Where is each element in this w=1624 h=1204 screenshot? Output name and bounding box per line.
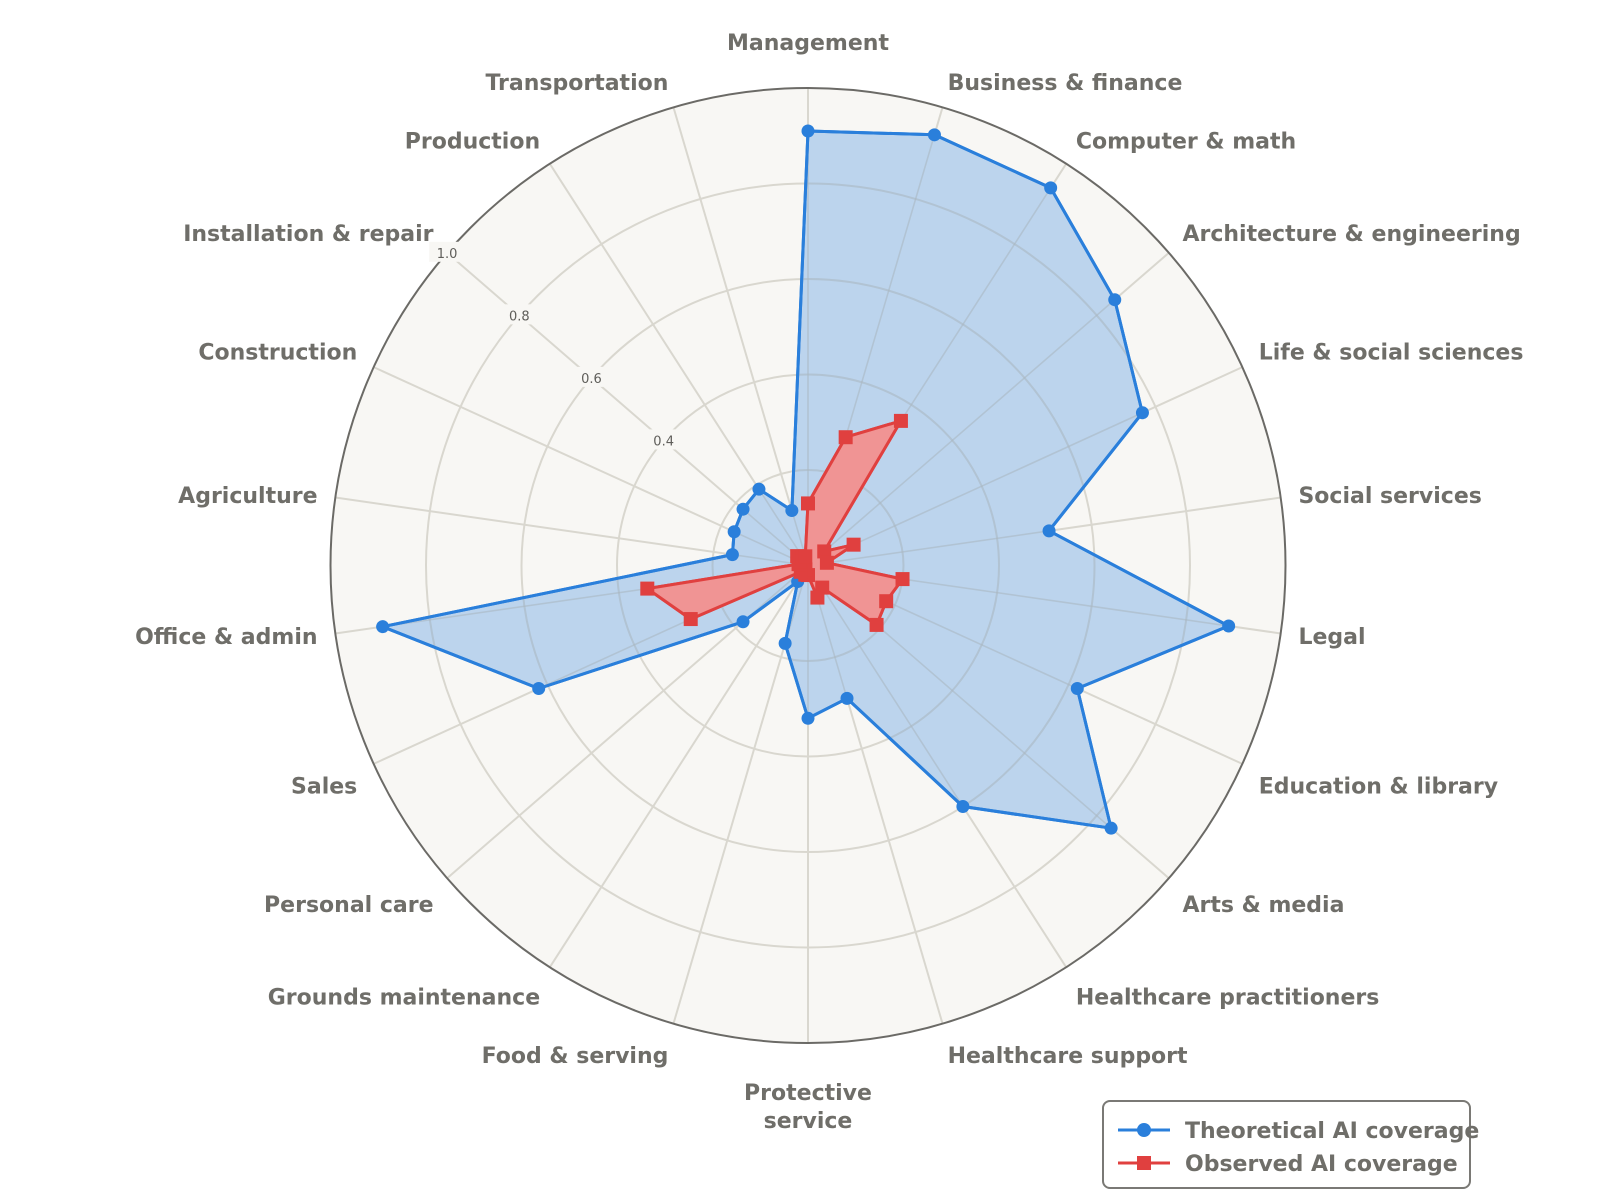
grid-spoke-overlay [807, 252, 1170, 567]
data-point-theoretical[interactable] [785, 504, 799, 518]
category-label: Arts & media [1182, 893, 1344, 918]
data-point-observed[interactable] [838, 430, 853, 445]
legend: Theoretical AI coverage Observed AI cove… [1102, 1100, 1479, 1189]
legend-label-theoretical: Theoretical AI coverage [1185, 1119, 1479, 1144]
legend-square-marker-icon [1137, 1156, 1151, 1170]
category-label: Social services [1298, 484, 1481, 509]
outer-ring [329, 87, 1287, 1044]
data-point-observed[interactable] [683, 612, 698, 627]
legend-circle-marker-icon [1137, 1123, 1151, 1137]
data-point-observed[interactable] [846, 537, 861, 552]
legend-box [1102, 1100, 1471, 1189]
grid-ring-overlay [711, 469, 905, 662]
data-point-theoretical[interactable] [778, 636, 792, 650]
data-point-theoretical[interactable] [376, 620, 390, 634]
data-point-theoretical[interactable] [956, 800, 970, 814]
data-point-observed[interactable] [810, 590, 825, 605]
category-label: Architecture & engineering [1182, 222, 1520, 247]
category-labels: Management Business & finance Computer & m… [135, 31, 1523, 1134]
category-label: Construction [198, 341, 357, 366]
data-point-observed[interactable] [893, 413, 908, 428]
radial-tick-label: 0.4 [653, 434, 674, 449]
data-point-theoretical[interactable] [727, 525, 741, 539]
data-point-theoretical[interactable] [840, 691, 854, 705]
tick-label-bg [429, 241, 466, 262]
radial-tick-label: 0.6 [581, 372, 602, 387]
tick-label-bg [573, 366, 610, 387]
data-point-theoretical[interactable] [736, 615, 750, 629]
category-label: Protective [744, 1081, 872, 1106]
series-fill-0 [382, 131, 1229, 829]
legend-label-observed: Observed AI coverage [1185, 1152, 1458, 1177]
category-label: Grounds maintenance [268, 985, 540, 1010]
category-label: Production [405, 130, 540, 155]
category-label: Computer & math [1076, 130, 1296, 155]
data-point-theoretical[interactable] [927, 128, 941, 142]
data-point-observed[interactable] [640, 581, 655, 596]
data-point-theoretical[interactable] [1222, 619, 1236, 633]
data-point-observed[interactable] [895, 572, 910, 587]
data-point-theoretical[interactable] [1104, 821, 1118, 835]
data-point-theoretical[interactable] [736, 502, 750, 516]
category-label: Installation & repair [183, 222, 433, 247]
category-label: Transportation [485, 71, 668, 96]
category-label: Agriculture [178, 484, 317, 509]
observed-fill-top [647, 420, 903, 625]
grid-spoke [672, 107, 809, 566]
legend-item-theoretical[interactable]: Theoretical AI coverage [1118, 1119, 1479, 1144]
category-label: service [764, 1109, 853, 1134]
radial-tick-label: 0.8 [509, 309, 530, 324]
grid-spoke-overlay [807, 565, 1067, 829]
tick-label-bg [501, 304, 538, 325]
data-point-theoretical[interactable] [532, 681, 546, 695]
category-label: Healthcare practitioners [1076, 985, 1379, 1010]
data-point-theoretical[interactable] [725, 548, 739, 562]
data-point-theoretical[interactable] [1070, 681, 1084, 695]
category-label: Personal care [264, 893, 433, 918]
data-point-theoretical[interactable] [1135, 406, 1149, 420]
category-label: Business & finance [948, 71, 1183, 96]
data-point-observed[interactable] [801, 496, 815, 511]
tick-label-bg [645, 429, 682, 450]
data-point-observed[interactable] [817, 544, 832, 559]
data-point-theoretical[interactable] [1044, 181, 1058, 195]
category-label: Office & admin [135, 625, 317, 650]
category-label: Legal [1298, 625, 1365, 650]
radial-tick-label: 1.0 [437, 247, 458, 262]
category-label: Food & serving [482, 1044, 669, 1069]
grid-spoke [549, 564, 809, 968]
data-point-observed[interactable] [879, 594, 894, 609]
data-point-theoretical[interactable] [752, 482, 766, 496]
data-point-observed[interactable] [869, 617, 884, 632]
category-label: Management [727, 31, 889, 56]
category-label: Healthcare support [948, 1044, 1188, 1069]
category-label: Sales [291, 774, 357, 799]
data-point-theoretical[interactable] [801, 711, 815, 725]
data-point-theoretical[interactable] [1042, 524, 1056, 538]
data-point-theoretical[interactable] [1108, 293, 1122, 307]
radial-tick-labels: 0.4 0.6 0.8 1.0 [429, 241, 682, 450]
data-point-observed[interactable] [798, 549, 813, 564]
data-point-theoretical[interactable] [801, 124, 815, 138]
category-label: Life & social sciences [1259, 341, 1524, 366]
category-label: Education & library [1259, 774, 1498, 799]
data-point-observed[interactable] [819, 555, 834, 570]
legend-item-observed[interactable]: Observed AI coverage [1118, 1152, 1458, 1177]
